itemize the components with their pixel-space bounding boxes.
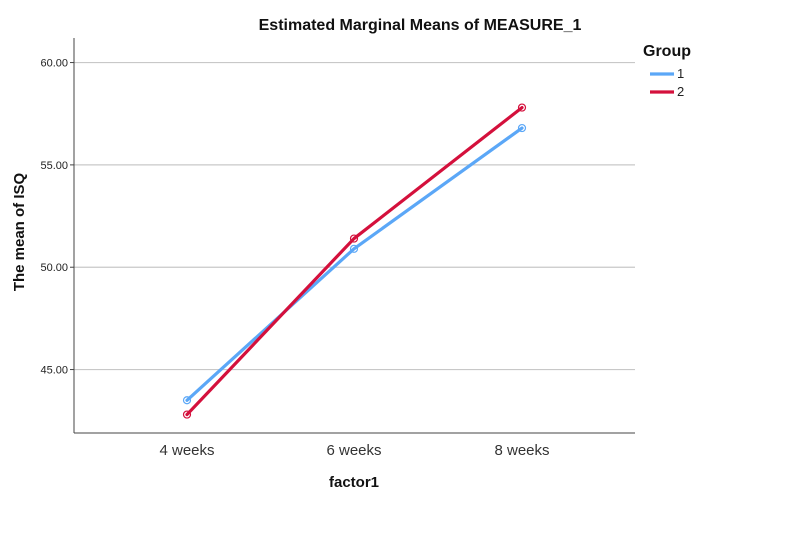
x-axis-label: factor1 <box>329 474 379 491</box>
data-point <box>517 103 527 112</box>
y-tick-label: 50.00 <box>40 262 68 274</box>
y-tick-label: 55.00 <box>40 160 68 172</box>
legend-label: 1 <box>677 66 684 81</box>
x-tick-label: 6 weeks <box>326 442 381 459</box>
x-tick-label: 8 weeks <box>494 442 549 459</box>
y-tick-label: 60.00 <box>40 58 68 70</box>
y-tick-label: 45.00 <box>40 365 68 377</box>
y-axis-label: The mean of ISQ <box>11 172 28 291</box>
gridlines <box>74 61 635 371</box>
data-point <box>349 244 359 253</box>
series-line-1 <box>185 126 524 402</box>
chart-title: Estimated Marginal Means of MEASURE_1 <box>259 17 582 34</box>
data-point <box>182 396 192 405</box>
series-lines <box>182 103 527 419</box>
x-ticks: 4 weeks 6 weeks 8 weeks <box>159 442 549 459</box>
data-point <box>517 123 527 133</box>
data-point <box>182 410 192 419</box>
legend: Group 1 2 <box>643 43 691 99</box>
legend-label: 2 <box>677 84 684 99</box>
legend-title: Group <box>643 43 691 60</box>
x-tick-label: 4 weeks <box>159 442 214 459</box>
data-point <box>349 234 359 243</box>
y-ticks: 45.00 50.00 55.00 60.00 <box>40 58 74 377</box>
series-line-2 <box>185 105 524 417</box>
